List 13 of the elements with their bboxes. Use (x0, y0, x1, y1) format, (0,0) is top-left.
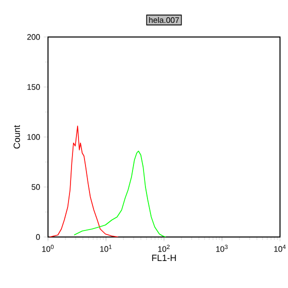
x-axis-title: FL1-H (152, 254, 176, 261)
x-tick-label: 10$^{0}$ (42, 244, 54, 252)
y-tick-label: 200 (27, 34, 40, 40)
x-tick-label: 10$^{4}$ (274, 244, 286, 252)
y-tick-label: 50 (32, 184, 40, 190)
y-tick-label: 150 (27, 84, 40, 90)
y-tick-label: 100 (27, 134, 40, 140)
chart-title: hela.007 (149, 17, 179, 23)
y-axis-title: Count (14, 125, 20, 149)
x-tick-label: 10$^{2}$ (158, 244, 170, 252)
x-tick-label: 10$^{1}$ (100, 244, 112, 252)
x-tick-label: 10$^{3}$ (216, 244, 228, 252)
y-tick-label: 0 (36, 234, 40, 240)
